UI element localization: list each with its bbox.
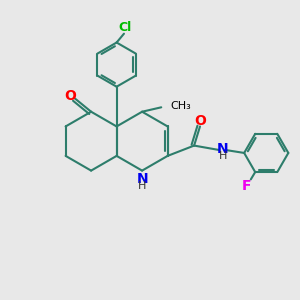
Text: N: N — [217, 142, 229, 155]
Text: O: O — [64, 89, 76, 103]
Text: Cl: Cl — [119, 21, 132, 34]
Text: H: H — [138, 181, 146, 191]
Text: CH₃: CH₃ — [170, 101, 191, 111]
Text: N: N — [136, 172, 148, 186]
Text: O: O — [195, 114, 206, 128]
Text: H: H — [218, 152, 227, 161]
Text: F: F — [242, 179, 251, 193]
